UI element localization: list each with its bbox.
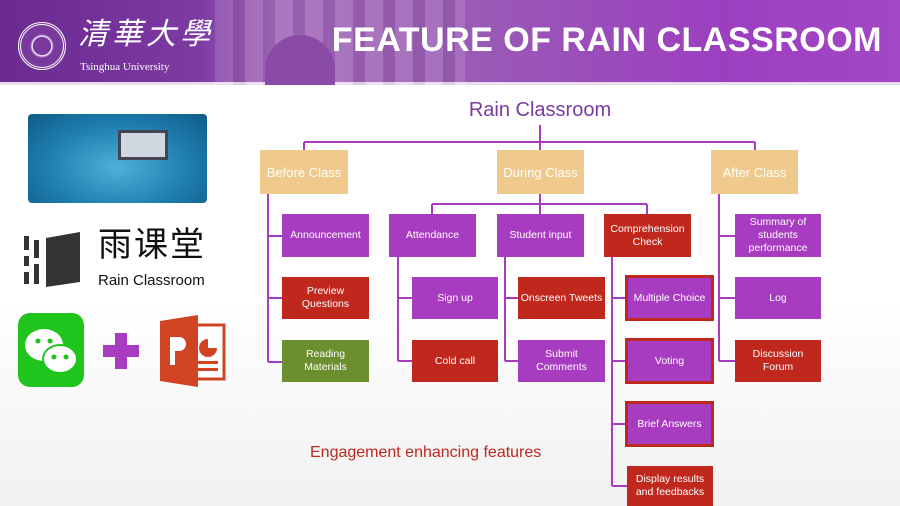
plus-icon (103, 333, 139, 369)
slide-title: FEATURE OF RAIN CLASSROOM (331, 21, 882, 59)
node-preview-questions: Preview Questions (282, 277, 369, 319)
node-cold-call: Cold call (412, 340, 498, 382)
node-comprehension-check: Comprehension Check (604, 214, 691, 257)
logo-text-cn: 雨课堂 (98, 225, 206, 265)
rain-classroom-logo: 雨课堂 Rain Classroom (16, 212, 218, 306)
node-attendance: Attendance (389, 214, 476, 257)
wechat-icon (18, 313, 84, 387)
diagram-root-title: Rain Classroom (468, 99, 612, 121)
node-brief-answers: Brief Answers (625, 401, 714, 447)
elearning-illustration (28, 114, 207, 203)
header-banner: 清華大學 Tsinghua University FEATURE OF RAIN… (0, 0, 900, 85)
node-sign-up: Sign up (412, 277, 498, 319)
laptop-icon (118, 130, 168, 160)
node-display-results: Display results and feedbacks (627, 466, 713, 506)
node-student-input: Student input (497, 214, 584, 257)
gate-arch (265, 35, 335, 85)
university-name-cn: 清華大學 (78, 17, 214, 52)
gate-background (215, 0, 465, 85)
node-submit-comments: Submit Comments (518, 340, 605, 382)
node-announcement: Announcement (282, 214, 369, 257)
node-before-class: Before Class (260, 150, 348, 194)
university-seal-icon (18, 22, 66, 70)
node-during-class: During Class (497, 150, 584, 194)
logo-text-en: Rain Classroom (98, 272, 205, 289)
node-summary-performance: Summary of students performance (735, 214, 821, 257)
node-after-class: After Class (711, 150, 798, 194)
rain-classroom-mark-icon (24, 232, 80, 287)
node-multiple-choice: Multiple Choice (625, 275, 714, 321)
node-discussion-forum: Discussion Forum (735, 340, 821, 382)
university-name-en: Tsinghua University (80, 61, 170, 73)
node-voting: Voting (625, 338, 714, 384)
diagram-caption: Engagement enhancing features (310, 444, 542, 461)
node-reading-materials: Reading Materials (282, 340, 369, 382)
node-onscreen-tweets: Onscreen Tweets (518, 277, 605, 319)
powerpoint-icon (158, 313, 226, 389)
node-log: Log (735, 277, 821, 319)
